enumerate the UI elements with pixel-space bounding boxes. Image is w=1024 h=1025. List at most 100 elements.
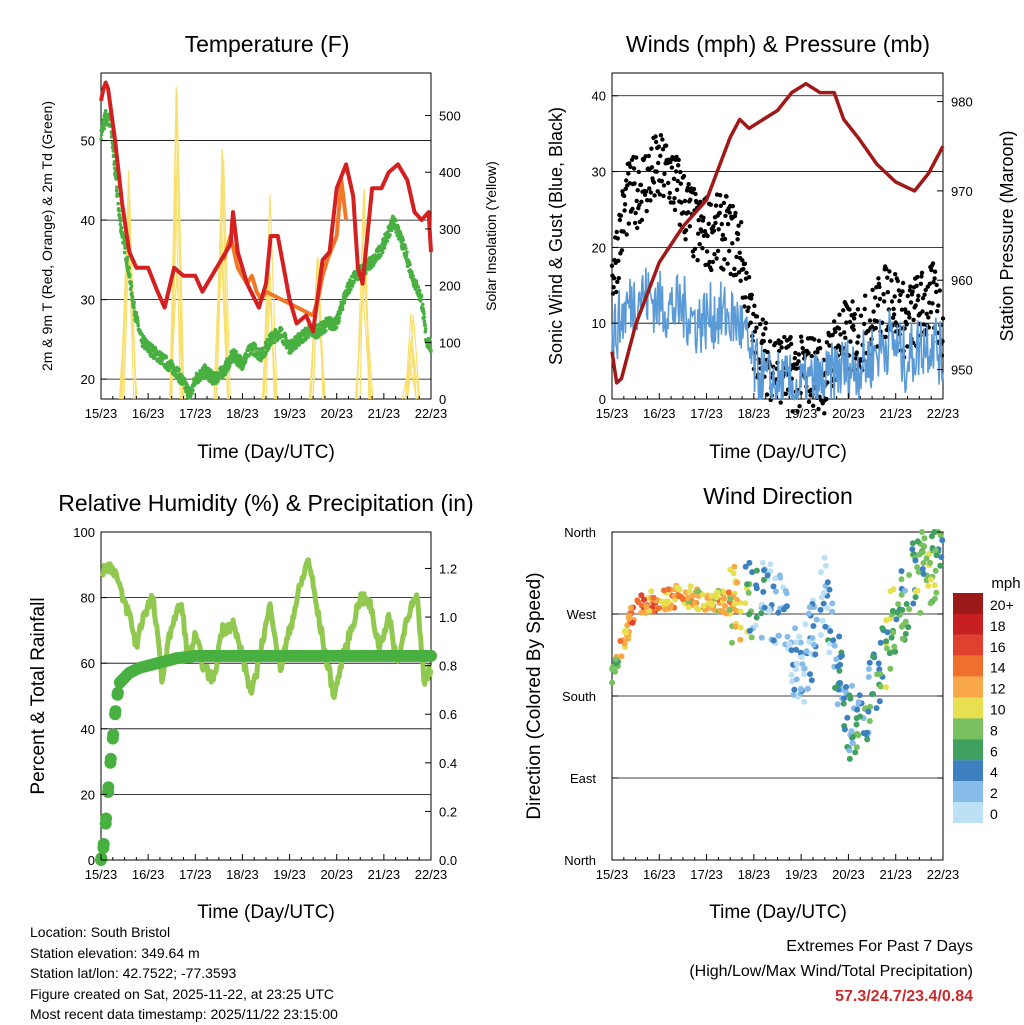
direction-point (744, 581, 751, 588)
direction-point (761, 567, 767, 574)
gust-point (638, 182, 644, 188)
direction-point (726, 606, 733, 613)
direction-point (810, 623, 817, 629)
dewpoint-point (388, 222, 393, 226)
direction-point (717, 607, 724, 614)
gust-point (687, 224, 692, 229)
y2-tick-label: 0.0 (439, 853, 457, 868)
gust-point (624, 178, 629, 183)
direction-point (641, 596, 647, 603)
y-tick-label: 30 (81, 293, 95, 308)
gust-point (900, 280, 906, 286)
direction-point (898, 568, 905, 575)
gust-point (722, 236, 728, 242)
dewpoint-point (223, 372, 227, 377)
insolation-spike (312, 256, 324, 400)
gust-point (715, 248, 721, 254)
x-tick-label: 22/23 (415, 406, 448, 421)
direction-point (810, 641, 817, 648)
direction-point (925, 582, 932, 589)
gust-point (692, 246, 698, 252)
gust-point (890, 315, 896, 320)
precip-point (107, 728, 120, 741)
direction-point (870, 653, 877, 660)
gust-point (881, 292, 886, 297)
direction-point (727, 595, 734, 602)
direction-point (937, 562, 944, 569)
x-tick-label: 21/23 (368, 867, 401, 882)
gust-point (662, 171, 667, 176)
gust-point (893, 320, 898, 325)
gust-point (921, 322, 926, 327)
gust-point (797, 404, 802, 409)
dewpoint-point (417, 288, 422, 293)
gust-point (914, 283, 919, 288)
dewpoint-point (112, 160, 117, 164)
gust-point (671, 200, 676, 205)
speed-legend: mph 20+ 18 16 14 12 10 8 6 4 2 0 (953, 575, 1021, 823)
gust-point (895, 278, 900, 284)
direction-point (822, 623, 829, 630)
gust-point (695, 258, 700, 263)
dewpoint-point (352, 279, 356, 284)
direction-point (687, 583, 694, 590)
direction-point (804, 685, 811, 692)
insolation-spike (213, 212, 229, 400)
x-tick-label: 16/23 (643, 406, 676, 421)
gust-point (736, 223, 741, 228)
direction-point (834, 701, 841, 708)
y-tick-label: 50 (81, 134, 95, 149)
gust-point (833, 329, 838, 334)
direction-point (628, 604, 634, 611)
x-tick-label: 17/23 (179, 867, 212, 882)
dewpoint-point (404, 246, 408, 251)
direction-point (808, 677, 815, 684)
precip-point (102, 781, 115, 794)
gust-point (883, 334, 888, 340)
direction-point (713, 594, 720, 601)
gust-point (795, 409, 800, 414)
gust-point (659, 178, 665, 184)
legend-label: 4 (990, 764, 998, 780)
temperature-2m-line (99, 80, 433, 334)
direction-point (737, 636, 744, 643)
gust-point (742, 261, 748, 266)
extremes-title: Extremes For Past 7 Days (786, 938, 973, 955)
gust-point (752, 303, 757, 308)
gust-point (723, 213, 728, 218)
direction-point (635, 599, 642, 606)
direction-point (866, 659, 873, 666)
dewpoint-point (394, 230, 398, 234)
direction-point (713, 589, 720, 596)
gust-point (622, 202, 628, 207)
gust-point (635, 188, 640, 193)
direction-point (760, 588, 767, 595)
gust-point (908, 300, 914, 305)
gust-point (796, 352, 802, 357)
dewpoint-point (280, 327, 284, 331)
dewpoint-point (234, 349, 238, 354)
x-tick-label: 19/23 (273, 406, 306, 421)
recent-text: Most recent data timestamp: 2025/11/22 2… (30, 1006, 338, 1022)
gust-point (842, 330, 847, 335)
direction-point (662, 606, 668, 613)
gust-point (867, 318, 873, 323)
legend-swatch (953, 676, 983, 698)
dewpoint-point (380, 250, 385, 254)
gust-point (923, 287, 928, 293)
dewpoint-point (428, 345, 433, 349)
dewpoint-point (355, 277, 360, 282)
extremes-box: Extremes For Past 7 Days (High/Low/Max W… (689, 934, 973, 1009)
direction-point (798, 654, 805, 661)
gust-point (794, 366, 799, 371)
gust-point (691, 254, 696, 259)
gust-point (798, 334, 804, 339)
direction-point (802, 621, 809, 628)
gust-point (626, 171, 631, 176)
direction-point (655, 605, 662, 612)
dewpoint-point (114, 188, 119, 193)
station-info: Location: South Bristol Station elevatio… (30, 922, 338, 1025)
dewpoint-point (130, 294, 135, 299)
gust-point (754, 325, 759, 330)
gust-point (658, 133, 664, 138)
